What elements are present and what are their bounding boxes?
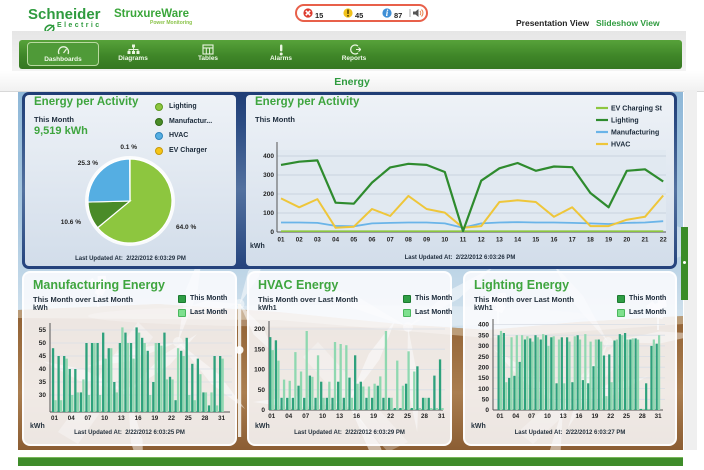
svg-text:12: 12 [478, 237, 485, 244]
svg-text:16: 16 [135, 415, 142, 422]
svg-text:22: 22 [660, 237, 667, 244]
svg-text:25.3 %: 25.3 % [78, 160, 98, 167]
svg-text:06: 06 [369, 237, 376, 244]
svg-text:09: 09 [423, 237, 430, 244]
svg-text:25: 25 [623, 413, 630, 420]
svg-text:14: 14 [514, 237, 521, 244]
svg-text:150: 150 [254, 347, 265, 354]
svg-text:01: 01 [278, 237, 285, 244]
svg-text:HVAC: HVAC [611, 142, 630, 149]
svg-text:19: 19 [370, 413, 377, 420]
svg-text:07: 07 [528, 413, 535, 420]
svg-text:Lighting: Lighting [611, 118, 639, 125]
svg-text:22: 22 [607, 413, 614, 420]
svg-text:100: 100 [254, 367, 265, 374]
svg-text:50: 50 [258, 387, 266, 394]
svg-text:22: 22 [387, 413, 394, 420]
svg-text:EV Charging St: EV Charging St [611, 106, 663, 113]
svg-text:04: 04 [332, 237, 339, 244]
svg-text:13: 13 [336, 413, 343, 420]
svg-text:64.0 %: 64.0 % [176, 224, 196, 231]
svg-text:200: 200 [478, 365, 489, 372]
svg-text:13: 13 [560, 413, 567, 420]
svg-text:50: 50 [482, 397, 490, 404]
svg-text:0: 0 [485, 407, 489, 414]
svg-text:16: 16 [576, 413, 583, 420]
svg-text:17: 17 [569, 237, 576, 244]
svg-text:16: 16 [551, 237, 558, 244]
svg-text:07: 07 [84, 415, 91, 422]
svg-text:30: 30 [39, 392, 47, 399]
svg-text:25: 25 [404, 413, 411, 420]
svg-text:Manufacturing: Manufacturing [611, 130, 659, 137]
svg-text:05: 05 [350, 237, 357, 244]
svg-text:10: 10 [441, 237, 448, 244]
svg-text:20: 20 [623, 237, 630, 244]
svg-text:15: 15 [532, 237, 539, 244]
svg-text:10: 10 [101, 415, 108, 422]
svg-text:21: 21 [642, 237, 649, 244]
svg-text:0.1 %: 0.1 % [120, 144, 137, 151]
svg-text:02: 02 [296, 237, 303, 244]
svg-text:25: 25 [185, 415, 192, 422]
svg-text:08: 08 [405, 237, 412, 244]
svg-text:10.6 %: 10.6 % [61, 219, 81, 226]
svg-text:0: 0 [261, 407, 265, 414]
svg-text:0: 0 [270, 229, 274, 236]
svg-text:13: 13 [118, 415, 125, 422]
svg-text:04: 04 [68, 415, 75, 422]
svg-text:10: 10 [544, 413, 551, 420]
svg-text:19: 19 [591, 413, 598, 420]
svg-text:28: 28 [201, 415, 208, 422]
svg-text:100: 100 [263, 210, 274, 217]
svg-text:50: 50 [39, 340, 47, 347]
svg-text:07: 07 [302, 413, 309, 420]
svg-text:16: 16 [353, 413, 360, 420]
svg-text:350: 350 [478, 332, 489, 339]
svg-text:01: 01 [268, 413, 275, 420]
svg-text:28: 28 [421, 413, 428, 420]
svg-text:200: 200 [263, 191, 274, 198]
svg-text:28: 28 [639, 413, 646, 420]
svg-text:10: 10 [319, 413, 326, 420]
svg-text:31: 31 [218, 415, 225, 422]
svg-text:300: 300 [478, 343, 489, 350]
svg-text:100: 100 [478, 386, 489, 393]
svg-text:19: 19 [151, 415, 158, 422]
svg-text:45: 45 [39, 353, 47, 360]
svg-text:01: 01 [51, 415, 58, 422]
svg-text:i: i [386, 8, 389, 18]
svg-text:300: 300 [263, 172, 274, 179]
svg-text:11: 11 [460, 237, 467, 244]
svg-text:35: 35 [39, 379, 47, 386]
svg-text:55: 55 [39, 327, 47, 334]
svg-text:250: 250 [478, 354, 489, 361]
svg-text:18: 18 [587, 237, 594, 244]
svg-text:22: 22 [168, 415, 175, 422]
svg-text:07: 07 [387, 237, 394, 244]
svg-text:31: 31 [655, 413, 662, 420]
svg-text:19: 19 [605, 237, 612, 244]
svg-text:01: 01 [497, 413, 504, 420]
svg-text:04: 04 [285, 413, 292, 420]
svg-text:150: 150 [478, 375, 489, 382]
svg-text:400: 400 [263, 153, 274, 160]
svg-text:03: 03 [314, 237, 321, 244]
svg-text:04: 04 [512, 413, 519, 420]
svg-text:400: 400 [478, 322, 489, 329]
svg-text:13: 13 [496, 237, 503, 244]
svg-text:200: 200 [254, 326, 265, 333]
svg-text:31: 31 [438, 413, 445, 420]
svg-text:40: 40 [39, 366, 47, 373]
